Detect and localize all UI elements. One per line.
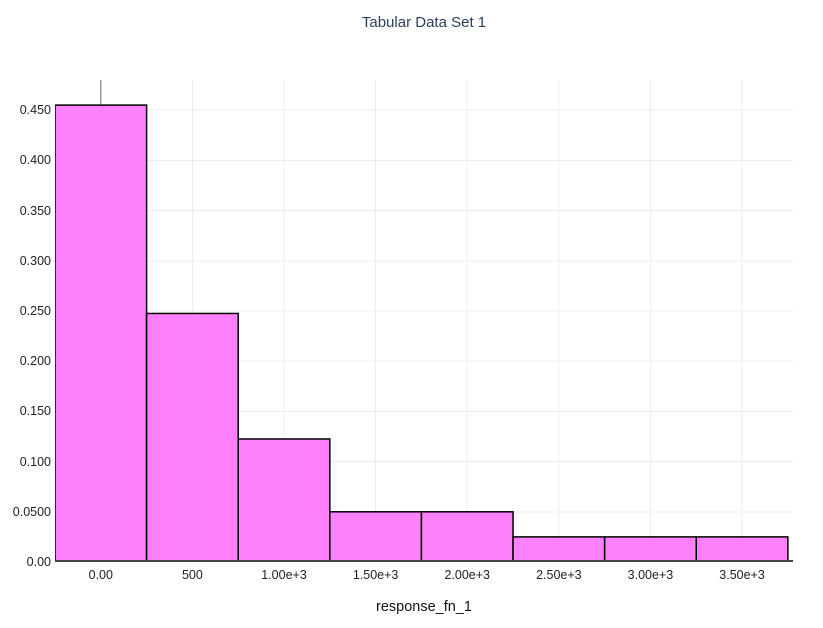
x-tick-label: 3.50e+3 [719, 568, 765, 582]
histogram-bar [145, 312, 239, 562]
histogram-bar [329, 511, 423, 562]
histogram-bar [603, 536, 698, 562]
x-tick-label: 2.50e+3 [536, 568, 582, 582]
y-tick-label: 0.0500 [12, 504, 51, 519]
y-tick-label: 0.00 [26, 555, 51, 569]
y-tick-label: 0.300 [19, 253, 51, 268]
histogram-bar [695, 536, 789, 562]
y-tick-label: 0.250 [19, 303, 51, 318]
y-tick-label: 0.100 [19, 454, 51, 469]
y-tick-label: 0.200 [19, 354, 51, 369]
x-tick-label: 3.00e+3 [627, 568, 674, 582]
plot-area[interactable] [55, 80, 793, 562]
x-axis-title: response_fn_1 [376, 599, 472, 615]
histogram-bar [237, 438, 331, 562]
x-tick-label: 1.50e+3 [352, 568, 399, 582]
x-tick-label: 2.00e+3 [444, 568, 490, 582]
y-tick-label: 0.400 [19, 153, 51, 168]
histogram-bar [512, 536, 606, 562]
histogram-canvas [55, 80, 793, 562]
y-tick-label: 0.150 [19, 404, 51, 419]
histogram-bar [420, 511, 514, 562]
histogram-bar [55, 104, 148, 562]
chart-title: Tabular Data Set 1 [361, 14, 487, 31]
y-tick-label: 0.350 [19, 203, 51, 218]
y-tick-label: 0.450 [19, 103, 51, 118]
x-tick-label: 500 [181, 568, 203, 582]
x-tick-label: 0.00 [88, 568, 113, 582]
x-tick-label: 1.00e+3 [261, 568, 307, 582]
